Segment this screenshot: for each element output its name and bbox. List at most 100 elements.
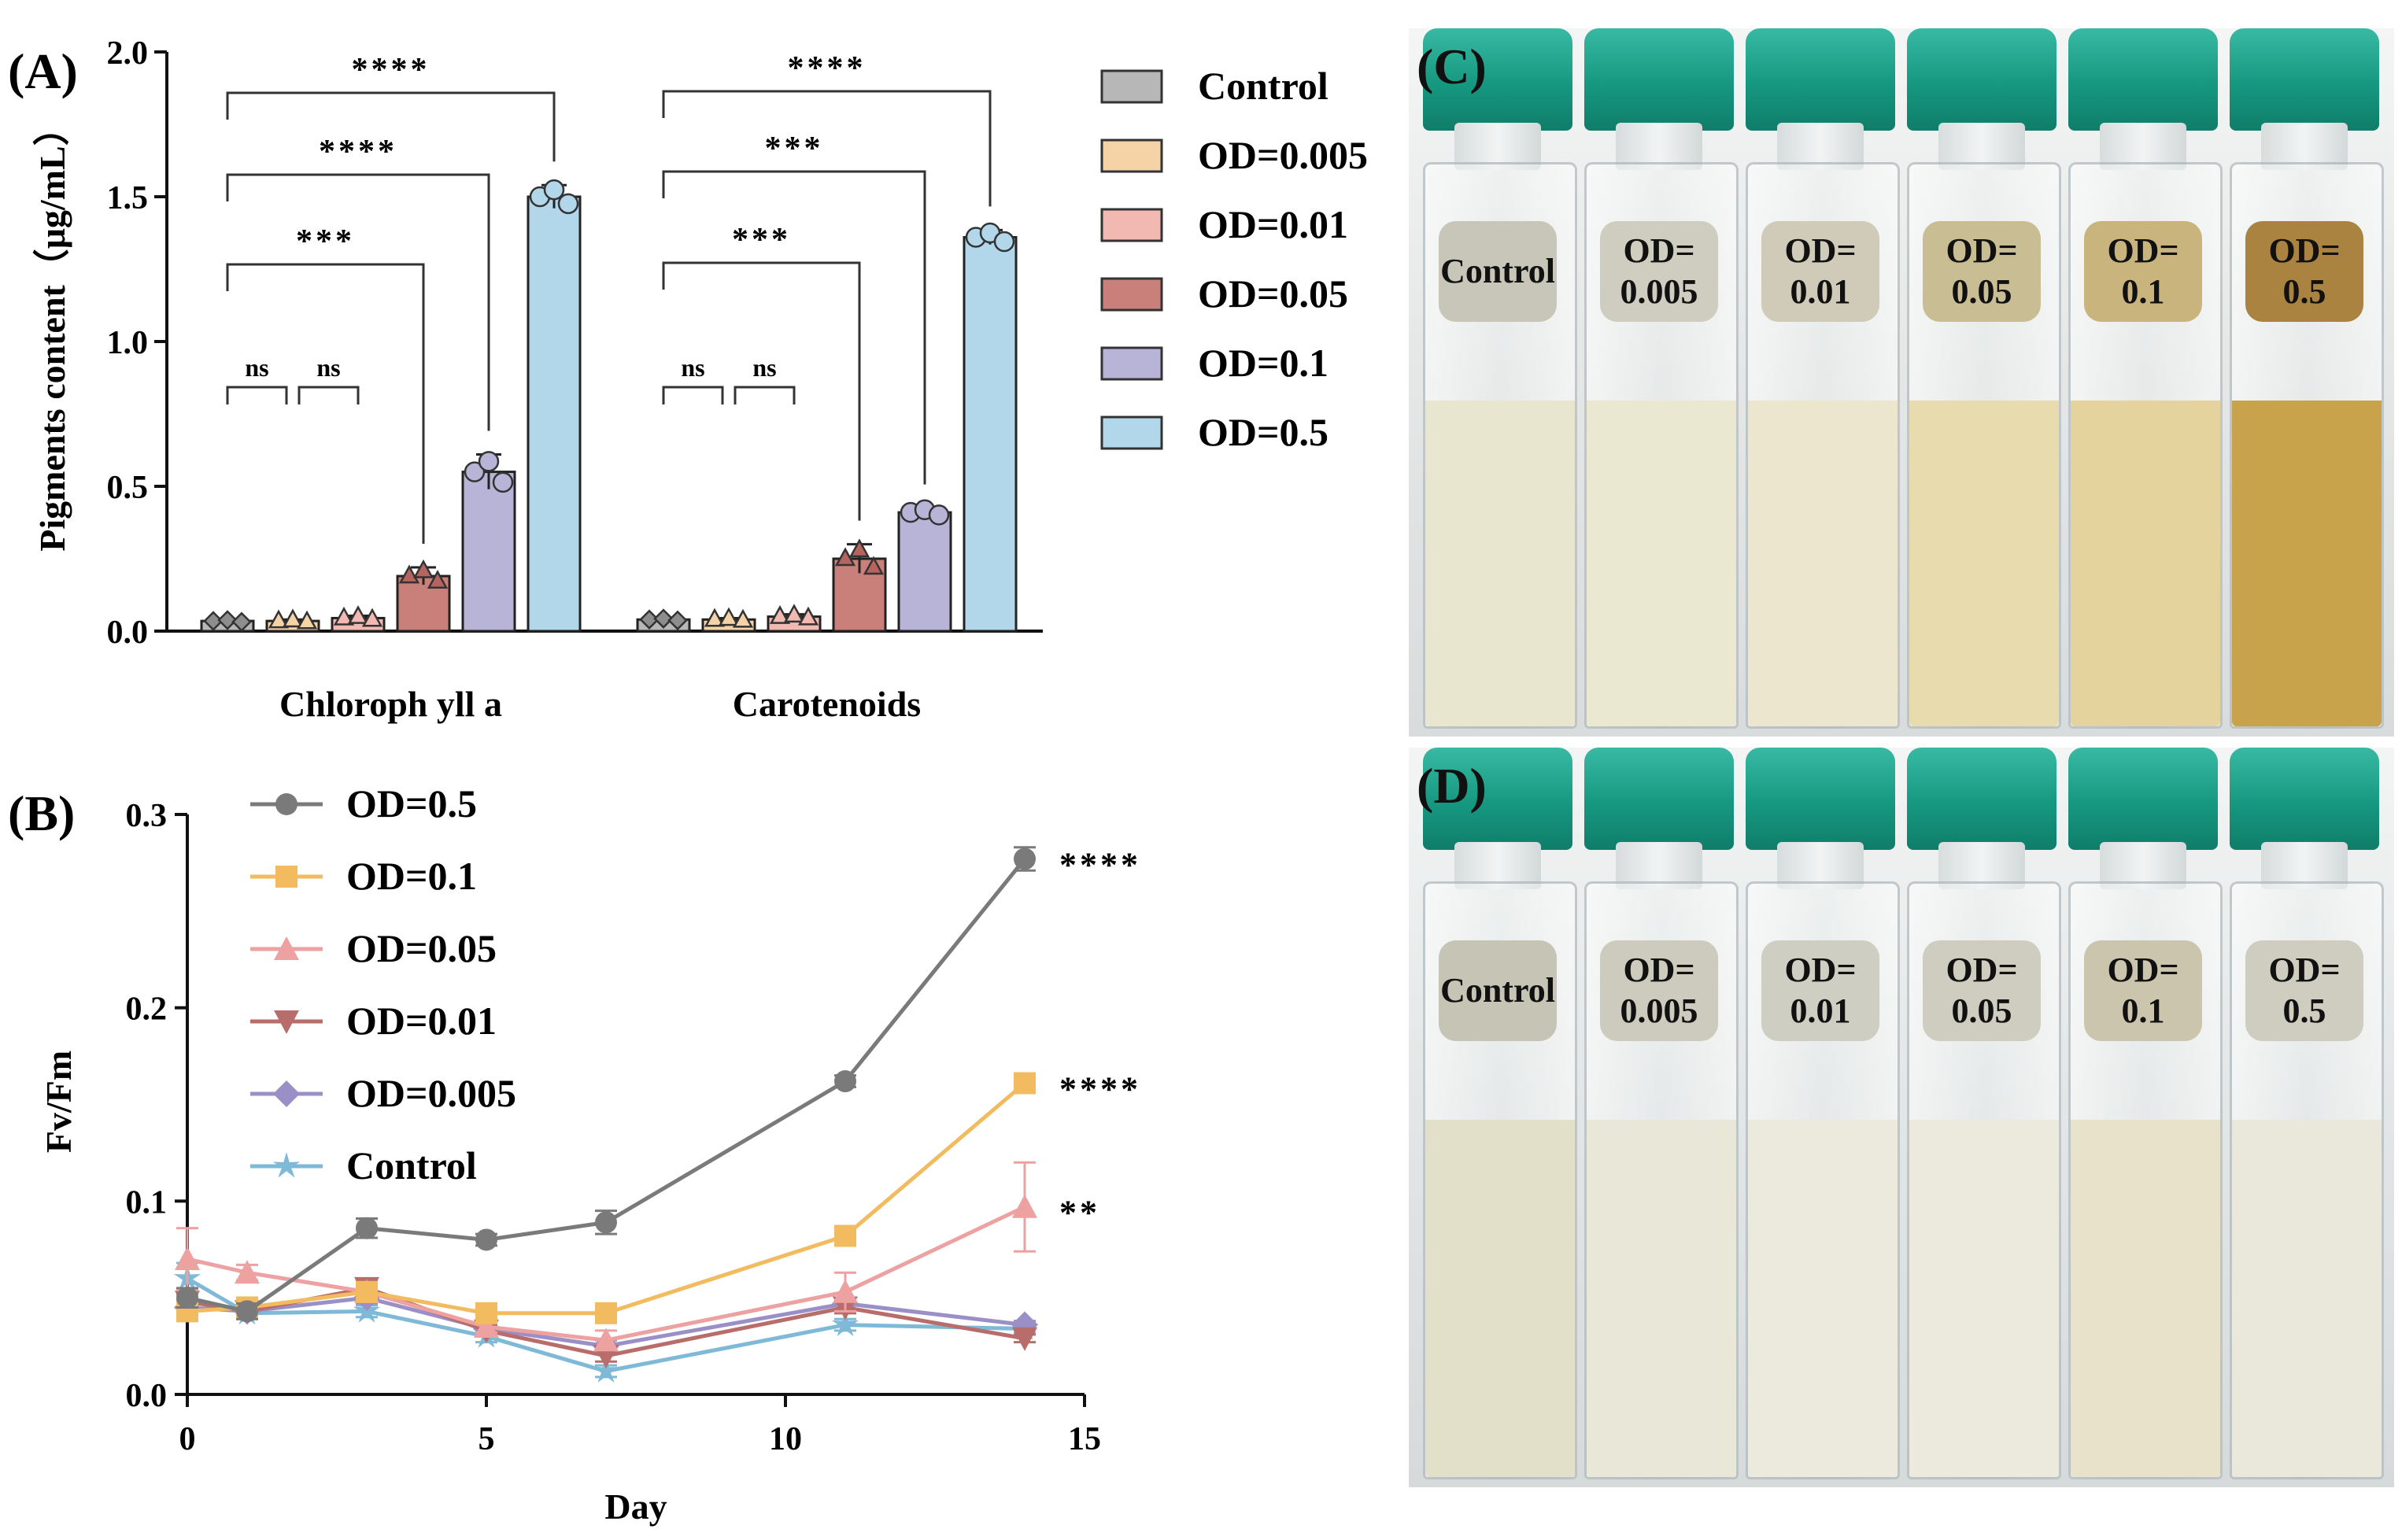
legend-label: OD=0.5 [1198,410,1328,454]
photo-c: Control OD= 0.005 OD= 0.01 OD= 0.05 OD= 0.1 O… [1409,28,2394,737]
significance-label: *** [765,131,824,167]
bottle-liquid [1425,1120,1575,1477]
bottle-3: OD= 0.05 [1907,28,2061,737]
bottle-0: Control [1423,748,1577,1487]
replicate-point [268,609,290,629]
chart-b-ytick-label: 0.3 [126,798,168,834]
bottle-label: OD= 0.5 [2245,221,2363,322]
data-point [475,1302,497,1324]
bottle-cap [2230,748,2379,850]
data-point [175,1246,200,1271]
data-point [275,866,297,888]
series-0: **** [176,846,1138,1323]
significance-label: ** [1059,1194,1100,1232]
chart-b: (B) Fv/Fm Day 0.00.10.20.30 5 10 15 *******… [8,781,1138,1527]
data-point [595,1302,617,1324]
chart-a: (A) Pigments content（μg/mL） 0.0 0.5 1.0 1.5… [8,35,1368,724]
significance-label: ns [752,353,776,382]
data-point [592,1357,620,1383]
significance-bracket [662,90,992,207]
bottle-label: Control [1439,940,1557,1041]
replicate-point [732,608,754,628]
replicate-point [203,611,224,631]
bottle-cap [1423,28,1572,131]
data-point [1014,848,1036,870]
bottle-2: OD= 0.01 [1746,748,1900,1487]
replicate-point [993,231,1015,253]
bar-1-5 [963,236,1018,633]
significance-bracket [662,170,926,485]
significance-label: ns [316,353,340,382]
legend-label: OD=0.005 [1198,133,1368,177]
chart-b-xtick-label: 10 [769,1421,802,1457]
replicate-point [639,609,660,630]
data-point [833,1279,858,1303]
chart-b-xtick-label: 15 [1068,1421,1101,1457]
bottle-label: OD= 0.5 [2245,940,2363,1041]
panel-label-a: (A) [8,43,78,99]
chart-a-category-label: Chloroph yll a [279,684,502,724]
bottle-cap [1584,28,1734,131]
data-point [1012,1194,1037,1218]
replicate-point [863,556,885,575]
bottle-4: OD= 0.1 [2068,28,2223,737]
chart-a-ytick-label: 1.5 [107,180,149,216]
data-point [356,1217,378,1239]
bar-0-5 [527,195,582,633]
bottle-liquid [1909,1120,2059,1477]
bottle-liquid [2071,1120,2220,1477]
replicate-point [797,606,819,626]
significance-label: ns [245,353,268,382]
bottle-liquid [2232,401,2382,726]
bottle-cap [2068,28,2218,131]
chart-b-ylabel: Fv/Fm [39,1051,79,1153]
data-point [235,1260,260,1284]
legend-label: OD=0.05 [1198,271,1348,316]
replicate-point [543,179,565,201]
legend-label: Control [1198,64,1328,108]
bottle-cap [1907,28,2056,131]
bottle-cap [1423,748,1572,850]
series-1: **** [176,1069,1138,1324]
replicate-point [769,605,791,624]
replicate-point [718,607,740,626]
data-point [595,1211,617,1234]
bottle-label: OD= 0.05 [1923,940,2041,1041]
replicate-point [667,610,688,631]
replicate-point [557,193,579,215]
significance-bracket [226,263,425,545]
bottle-5: OD= 0.5 [2230,28,2384,737]
legend-swatch-3 [1100,277,1163,312]
replicate-point [398,564,420,584]
bottle-liquid [1748,401,1898,726]
significance-bracket [226,91,556,162]
significance-bracket [297,386,360,404]
chart-b-series: ********** [173,846,1138,1383]
bottle-label: Control [1439,221,1557,322]
bottle-label: OD= 0.005 [1600,940,1718,1041]
bottle-label: OD= 0.01 [1761,221,1879,322]
significance-label: *** [732,222,791,258]
bottle-cap [1746,748,1895,850]
series-line [187,1081,1026,1316]
data-point [831,1310,859,1337]
data-point [1012,1327,1037,1351]
bottle-liquid [1587,401,1736,726]
data-point [274,936,299,960]
legend-label: OD=0.05 [346,926,497,970]
significance-bracket [734,386,796,404]
data-point [274,1010,299,1034]
chart-a-legend: Control OD=0.005 OD=0.01 OD=0.05 OD=0.1 OD=0.… [1100,64,1368,454]
legend-swatch-4 [1100,346,1163,381]
legend-swatch-1 [1100,138,1163,173]
legend-label: OD=0.1 [346,854,477,898]
significance-label: *** [296,223,355,260]
replicate-point [412,559,434,578]
data-point [273,1080,300,1107]
bottle-0: Control [1423,28,1577,737]
bottle-label: OD= 0.01 [1761,940,1879,1041]
legend-label: Control [346,1143,477,1187]
bottle-cap [1584,748,1734,850]
legend-swatch-5 [1100,415,1163,450]
